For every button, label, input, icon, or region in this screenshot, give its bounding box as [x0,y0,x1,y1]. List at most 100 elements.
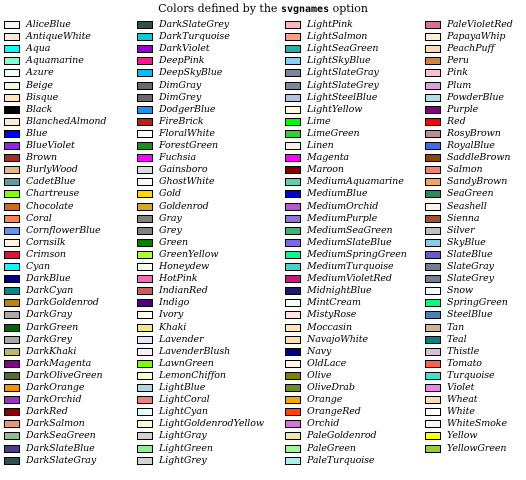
color-name: DeepSkyBlue [159,67,223,79]
color-name: Pink [447,67,468,79]
color-swatch [4,250,20,259]
color-name: Khaki [159,321,187,333]
color-entry: Thistle [425,346,479,358]
color-name: SlateBlue [447,248,493,260]
color-entry: Linen [285,140,334,152]
color-name: YellowGreen [447,442,507,454]
color-swatch [425,81,441,90]
color-swatch [425,142,441,150]
color-entry: Gainsboro [137,164,208,176]
color-swatch [285,57,301,66]
color-entry: Salmon [425,164,483,176]
color-name: MintCream [307,297,361,309]
color-entry: HotPink [137,273,198,285]
color-swatch [285,408,301,417]
color-swatch [285,311,301,320]
color-swatch [137,263,153,271]
color-swatch [4,93,20,102]
color-entry: OldLace [285,358,346,370]
color-name: OrangeRed [307,406,361,418]
color-name: LightGoldenrodYellow [159,418,264,430]
color-entry: Magenta [285,152,349,164]
color-entry: PeachPuff [425,43,494,55]
color-swatch [425,69,441,78]
color-name: LightSeaGreen [307,43,379,55]
color-entry: Navy [285,346,331,358]
color-swatch [4,69,20,78]
color-entry: Sienna [425,213,480,225]
color-swatch [285,93,301,102]
color-swatch [285,396,301,405]
color-swatch [285,275,301,284]
color-name: Coral [26,212,52,224]
color-entry: SeaGreen [425,188,494,200]
color-name: Tomato [447,357,482,369]
color-name: LawnGreen [159,357,214,369]
color-entry: Cornsilk [4,237,66,249]
color-name: MediumPurple [307,212,378,224]
color-name: Moccasin [307,321,352,333]
color-swatch [425,166,441,175]
color-name: Tan [447,321,465,333]
color-swatch [285,238,301,247]
color-entry: LightGreen [137,443,213,455]
color-swatch [425,396,441,405]
color-name: DarkOliveGreen [26,369,103,381]
color-swatch [4,287,20,296]
color-name: LavenderBlush [159,345,231,357]
color-name: Cyan [26,261,51,272]
color-swatch [4,142,20,150]
color-entry: DarkOliveGreen [4,370,103,382]
color-swatch [137,347,153,356]
color-swatch [285,359,301,368]
color-name: MediumSlateBlue [307,236,392,248]
color-entry: PaleTurquoise [285,455,375,467]
color-swatch [285,384,301,392]
color-entry: GreenYellow [137,249,218,261]
color-name: DarkSalmon [26,418,85,430]
color-swatch [285,323,301,332]
color-name: Aquamarine [26,55,84,67]
color-entry: LightSkyBlue [285,55,371,67]
color-entry: ForestGreen [137,140,218,152]
color-name: MediumOrchid [307,200,379,212]
color-name: BurlyWood [26,164,78,176]
color-swatch [285,69,301,78]
color-swatch [4,226,20,235]
color-name: PaleGreen [307,442,356,454]
color-name: Azure [26,67,54,79]
color-name: DarkGray [26,309,72,321]
color-name: MediumVioletRed [307,273,392,285]
color-entry: Orange [285,394,342,406]
color-name: PapayaWhip [447,31,506,43]
color-swatch [285,287,301,296]
color-swatch [137,323,153,332]
color-entry: WhiteSmoke [425,418,507,430]
color-swatch [425,117,441,126]
color-name: Cornsilk [26,236,66,248]
color-swatch [137,57,153,66]
color-entry: Goldenrod [137,201,209,213]
color-name: SlateGrey [447,273,494,285]
color-swatch [425,335,441,344]
color-swatch [4,420,20,429]
color-entry: GhostWhite [137,176,215,188]
color-swatch [425,105,441,114]
color-entry: DarkGoldenrod [4,297,99,309]
color-swatch [285,335,301,344]
color-name: OliveDrab [307,382,355,393]
color-name: Aqua [26,43,51,55]
color-swatch [137,214,153,223]
color-swatch [285,154,301,163]
color-entry: LemonChiffon [137,370,226,382]
color-swatch [285,45,301,54]
color-swatch [285,117,301,126]
color-name: WhiteSmoke [447,418,507,430]
color-name: Lime [307,115,331,127]
color-entry: Snow [425,285,473,297]
color-name: Blue [26,127,48,139]
color-swatch [285,420,301,429]
color-entry: MediumPurple [285,213,377,225]
color-entry: Aqua [4,43,50,55]
color-swatch [425,371,441,380]
